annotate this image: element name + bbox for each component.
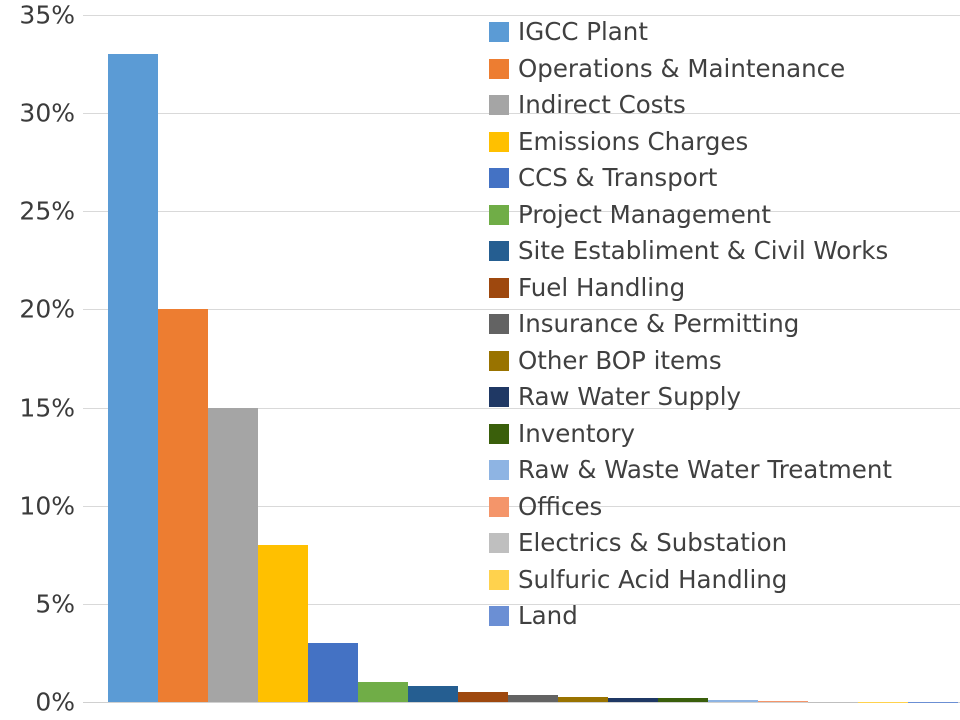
legend-item-label: Site Establiment & Civil Works bbox=[518, 236, 889, 265]
bar[interactable] bbox=[508, 695, 558, 702]
gridline bbox=[83, 309, 960, 311]
y-tick-label: 25% bbox=[19, 196, 75, 226]
legend-item-label: Emissions Charges bbox=[518, 126, 749, 156]
legend-item-label: CCS & Transport bbox=[518, 163, 718, 192]
plot-area bbox=[83, 0, 960, 720]
legend-swatch-icon bbox=[489, 496, 509, 517]
bar[interactable] bbox=[308, 643, 358, 702]
bar[interactable] bbox=[708, 700, 758, 702]
legend-item[interactable]: Offices bbox=[489, 489, 949, 526]
legend-item-label: Electrics & Substation bbox=[518, 528, 788, 557]
legend-swatch-icon bbox=[489, 241, 509, 262]
bar[interactable] bbox=[108, 54, 158, 702]
y-tick-label: 0% bbox=[35, 687, 75, 717]
y-tick-label: 30% bbox=[19, 98, 75, 128]
legend-item[interactable]: Raw Water Supply bbox=[489, 379, 949, 416]
legend-item-label: Sulfuric Acid Handling bbox=[518, 564, 788, 594]
gridline bbox=[83, 407, 960, 409]
legend-swatch-icon bbox=[489, 168, 509, 189]
legend-item-label: Offices bbox=[518, 491, 603, 521]
legend-item[interactable]: Emissions Charges bbox=[489, 124, 949, 161]
legend: IGCC Plant Operations & Maintenance Indire… bbox=[489, 14, 949, 635]
legend-item[interactable]: Electrics & Substation bbox=[489, 525, 949, 562]
gridline bbox=[83, 15, 960, 16]
legend-swatch-icon bbox=[489, 350, 509, 371]
legend-item-label: Land bbox=[518, 601, 578, 630]
gridline bbox=[83, 211, 960, 213]
legend-swatch-icon bbox=[489, 460, 509, 481]
legend-item[interactable]: Insurance & Permitting bbox=[489, 306, 949, 343]
y-axis: 0% 5% 10% 15% 20% 25% 30% 35% bbox=[0, 0, 83, 720]
legend-item-label: Operations & Maintenance bbox=[518, 53, 846, 83]
legend-item[interactable]: Fuel Handling bbox=[489, 270, 949, 307]
gridlines bbox=[83, 0, 960, 720]
legend-swatch-icon bbox=[489, 533, 509, 554]
legend-item[interactable]: Other BOP items bbox=[489, 343, 949, 380]
axis-baseline bbox=[83, 702, 960, 703]
legend-item-label: Project Management bbox=[518, 199, 772, 229]
legend-swatch-icon bbox=[489, 95, 509, 116]
bar[interactable] bbox=[558, 697, 608, 702]
legend-item[interactable]: Raw & Waste Water Treatment bbox=[489, 452, 949, 489]
bars-layer bbox=[83, 0, 960, 720]
legend-item[interactable]: Project Management bbox=[489, 197, 949, 234]
gridline bbox=[83, 603, 960, 605]
y-tick-label: 5% bbox=[35, 589, 75, 619]
y-tick-label: 35% bbox=[19, 0, 75, 30]
bar[interactable] bbox=[608, 698, 658, 702]
bar[interactable] bbox=[408, 686, 458, 702]
legend-item-label: Other BOP items bbox=[518, 345, 722, 375]
legend-swatch-icon bbox=[489, 569, 509, 590]
legend-item[interactable]: Operations & Maintenance bbox=[489, 51, 949, 88]
legend-swatch-icon bbox=[489, 423, 509, 444]
gridline bbox=[83, 113, 960, 115]
legend-swatch-icon bbox=[489, 606, 509, 627]
legend-item[interactable]: Land bbox=[489, 598, 949, 635]
legend-item-label: Insurance & Permitting bbox=[518, 309, 800, 338]
bar[interactable] bbox=[458, 692, 508, 702]
bar[interactable] bbox=[658, 698, 708, 702]
legend-item[interactable]: IGCC Plant bbox=[489, 14, 949, 51]
bar[interactable] bbox=[758, 701, 808, 702]
legend-swatch-icon bbox=[489, 131, 509, 152]
legend-item[interactable]: Site Establiment & Civil Works bbox=[489, 233, 949, 270]
legend-swatch-icon bbox=[489, 58, 509, 79]
legend-swatch-icon bbox=[489, 22, 509, 43]
y-tick-label: 10% bbox=[19, 491, 75, 521]
bar[interactable] bbox=[258, 544, 308, 702]
legend-item-label: Indirect Costs bbox=[518, 90, 686, 119]
legend-swatch-icon bbox=[489, 314, 509, 335]
legend-item-label: Raw Water Supply bbox=[518, 382, 742, 411]
gridline bbox=[83, 505, 960, 507]
bar[interactable] bbox=[158, 309, 208, 702]
legend-item[interactable]: Indirect Costs bbox=[489, 87, 949, 124]
legend-item[interactable]: Sulfuric Acid Handling bbox=[489, 562, 949, 599]
legend-swatch-icon bbox=[489, 277, 509, 298]
bar[interactable] bbox=[358, 682, 408, 702]
legend-item-label: IGCC Plant bbox=[518, 17, 648, 46]
y-tick-label: 20% bbox=[19, 294, 75, 324]
legend-item[interactable]: CCS & Transport bbox=[489, 160, 949, 197]
legend-item-label: Raw & Waste Water Treatment bbox=[518, 455, 892, 484]
legend-swatch-icon bbox=[489, 387, 509, 408]
bar[interactable] bbox=[208, 407, 258, 702]
legend-item[interactable]: Inventory bbox=[489, 416, 949, 453]
legend-item-label: Inventory bbox=[518, 418, 636, 448]
legend-swatch-icon bbox=[489, 204, 509, 225]
legend-item-label: Fuel Handling bbox=[518, 272, 686, 302]
y-tick-label: 15% bbox=[19, 393, 75, 423]
